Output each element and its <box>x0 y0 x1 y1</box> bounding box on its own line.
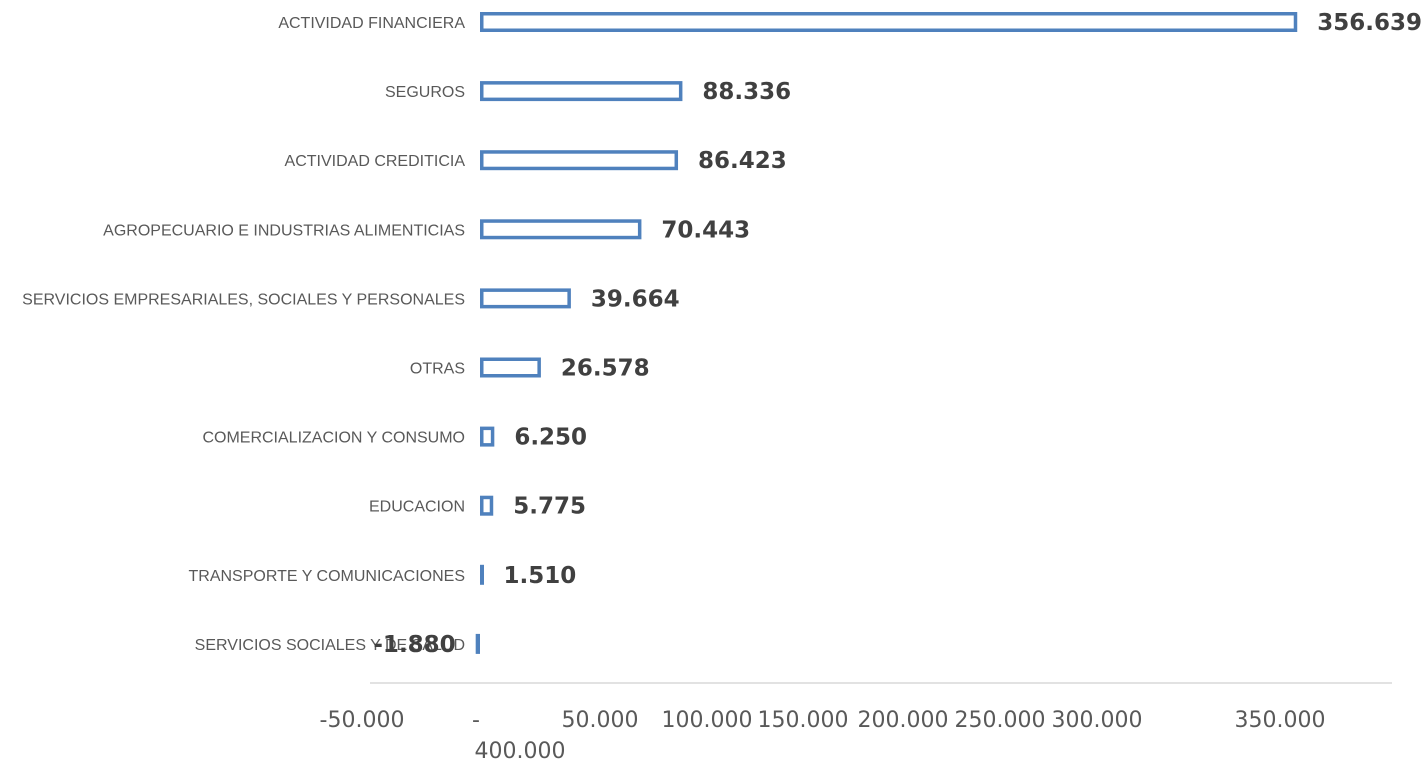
value-label: 6.250 <box>514 425 587 451</box>
bar <box>480 12 1298 32</box>
category-label: SERVICIOS SOCIALES Y DE SALUD <box>195 637 465 654</box>
bar <box>475 633 480 654</box>
bar <box>480 357 541 378</box>
x-tick-label: 100.000 <box>662 708 753 733</box>
x-tick-label: 250.000 <box>955 708 1046 733</box>
x-tick-label: 350.000 <box>1235 708 1326 733</box>
x-tick-label: 50.000 <box>562 708 639 733</box>
bar <box>480 150 679 171</box>
value-label: 5.775 <box>513 494 586 520</box>
bar <box>480 426 495 447</box>
value-label: 88.336 <box>702 79 791 105</box>
category-label: COMERCIALIZACION Y CONSUMO <box>202 430 465 447</box>
category-labels-group: ACTIVIDAD FINANCIERA SEGUROS ACTIVIDAD CRE… <box>22 15 465 654</box>
value-label: 86.423 <box>698 148 787 174</box>
category-label: EDUCACION <box>369 499 465 516</box>
value-label: 26.578 <box>561 356 650 382</box>
x-tick-label: 400.000 <box>475 739 566 763</box>
x-tick-label: - <box>472 708 480 733</box>
bar <box>480 495 494 516</box>
bar <box>480 288 571 309</box>
category-label: SERVICIOS EMPRESARIALES, SOCIALES Y PERS… <box>22 291 465 308</box>
value-label: 1.510 <box>503 563 576 589</box>
category-label: AGROPECUARIO E INDUSTRIAS ALIMENTICIAS <box>103 222 465 239</box>
bar <box>480 219 642 240</box>
x-tick-label: 150.000 <box>758 708 849 733</box>
value-label: 70.443 <box>661 217 750 243</box>
x-tick-label: 300.000 <box>1052 708 1143 733</box>
x-tick-labels-group: -50.000-50.000 100.000 150.000 200.000 250.0… <box>320 708 1326 763</box>
x-tick-label: 200.000 <box>858 708 949 733</box>
x-tick-label: -50.000 <box>320 708 405 733</box>
category-label: ACTIVIDAD FINANCIERA <box>278 15 465 32</box>
bars-group <box>475 12 1298 654</box>
value-label: 39.664 <box>591 286 680 312</box>
category-label: SEGUROS <box>385 84 465 101</box>
value-label: -1.880 <box>373 632 455 658</box>
category-label: ACTIVIDAD CREDITICIA <box>285 153 466 170</box>
value-labels-group: 356.639 88.336 86.423 70.443 39.664 26.578 6.2… <box>373 10 1422 658</box>
category-label: TRANSPORTE Y COMUNICACIONES <box>189 568 466 585</box>
bar <box>480 564 484 585</box>
bar <box>480 81 683 102</box>
value-label: 356.639 <box>1317 10 1422 36</box>
category-label: OTRAS <box>410 361 465 378</box>
